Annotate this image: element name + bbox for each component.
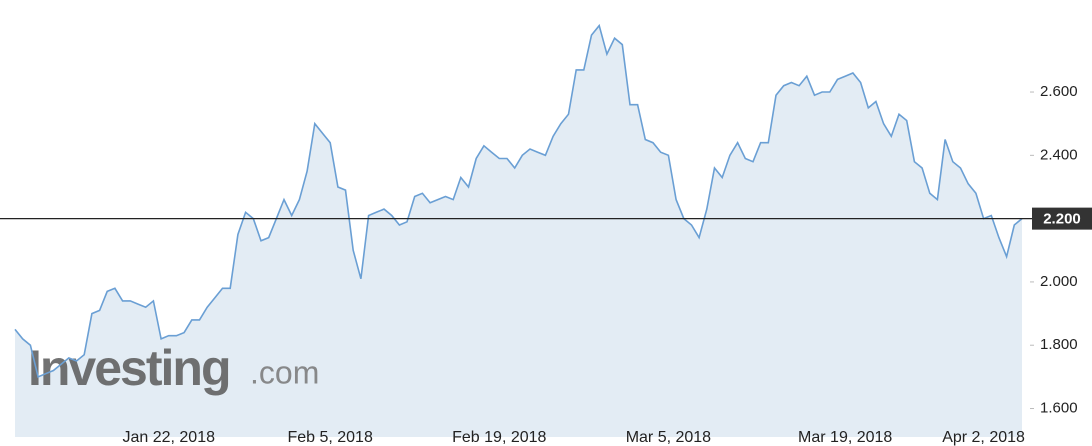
last-price-box: [1032, 207, 1092, 230]
y-tick-label: 1.800: [1040, 336, 1078, 353]
area-fill: [15, 25, 1022, 437]
y-tick-label: 1.600: [1040, 399, 1078, 416]
x-tick-label: Feb 19, 2018: [452, 429, 546, 446]
y-tick-label: 2.400: [1040, 146, 1078, 163]
y-tick-label: 2.000: [1040, 273, 1078, 290]
price-line: [14, 23, 1023, 379]
x-tick-label: Apr 2, 2018: [942, 429, 1025, 446]
x-tick-label: Jan 22, 2018: [122, 429, 215, 446]
x-tick-label: Mar 19, 2018: [798, 429, 892, 446]
watermark-name: Investing: [28, 340, 229, 396]
x-tick-label: Feb 5, 2018: [287, 429, 373, 446]
watermark-suffix: .com: [250, 354, 319, 390]
last-price-label: 2.200: [1043, 211, 1081, 228]
watermark: Investing .com: [28, 340, 319, 396]
y-tick-label: 2.600: [1040, 83, 1078, 100]
x-tick-label: Mar 5, 2018: [626, 429, 711, 446]
